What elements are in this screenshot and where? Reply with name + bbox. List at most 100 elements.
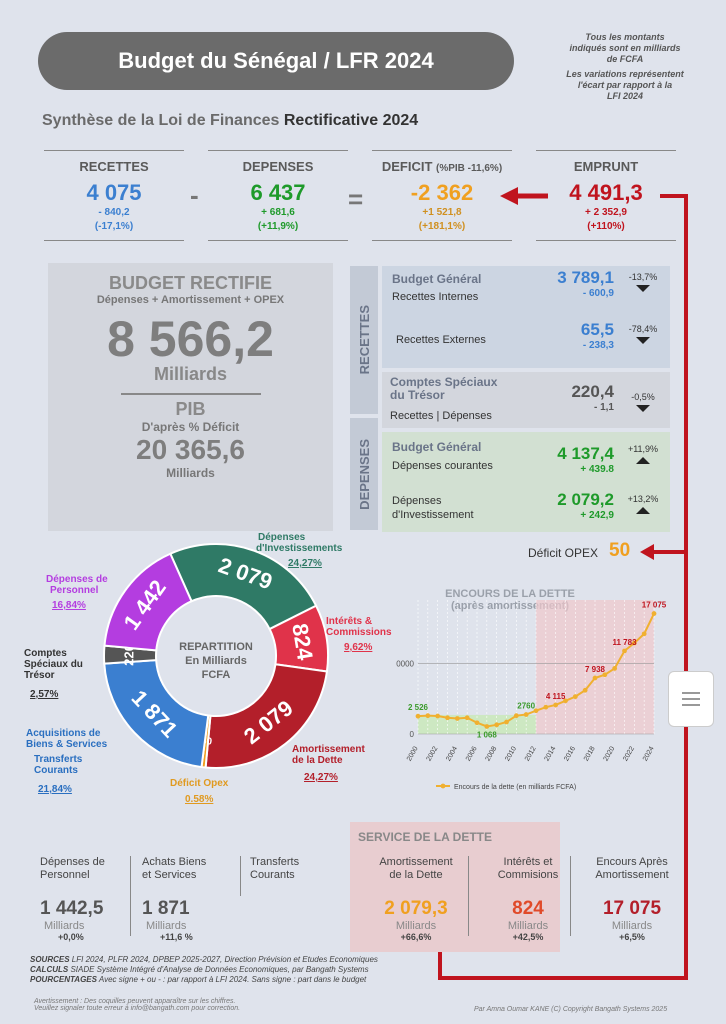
x-tick-label: 2024 bbox=[642, 745, 656, 762]
bottom-stat-title: Intérêts et Commisions bbox=[497, 856, 559, 881]
bottom-stat-title: Achats Biens et Services bbox=[142, 856, 207, 881]
x-tick-label: 2022 bbox=[622, 745, 636, 762]
debt-point bbox=[454, 716, 460, 721]
service-dette-title: SERVICE DE LA DETTE bbox=[357, 830, 493, 844]
debt-point bbox=[474, 720, 480, 726]
label-interets: Intérêts & Commissions 9,62% bbox=[326, 616, 392, 653]
bottom-stat-delta: +6,5% bbox=[619, 932, 645, 942]
bottom-stat-delta: +42,5% bbox=[512, 932, 544, 942]
bottom-stat-value: 2 079,3 bbox=[384, 898, 448, 919]
debt-point bbox=[641, 631, 647, 637]
bottom-stat-1: Achats Biens et Services 1 871 Milliards +… bbox=[142, 856, 246, 942]
bottom-stat-delta: +66,6% bbox=[400, 932, 432, 942]
floating-menu-button[interactable] bbox=[668, 671, 714, 727]
x-tick-label: 2006 bbox=[465, 745, 479, 762]
debt-point bbox=[572, 694, 578, 700]
debt-point bbox=[602, 672, 608, 678]
bottom-stat-title: Encours Après Amortissement bbox=[595, 856, 669, 881]
bottom-stat-value: 17 075 bbox=[602, 898, 662, 919]
debt-point bbox=[464, 715, 470, 721]
x-tick-label: 2016 bbox=[563, 745, 577, 762]
comptes-speciaux-tresor: Comptes Spéciaux du Trésor Recettes | Dép… bbox=[382, 372, 670, 428]
kpi-recettes: RECETTES 4 075 - 840,2 (-17,1%) bbox=[44, 150, 184, 241]
bottom-stat-4: Intérêts et Commisions 824 Milliards +42,5… bbox=[478, 856, 582, 942]
debt-line-chart: 0 10000 2000 2002 2004 2006 2008 2010 2012 2014 20… bbox=[396, 600, 666, 791]
copyright: Par Amna Oumar KANE (C) Copyright Bangat… bbox=[474, 1006, 668, 1013]
debt-point bbox=[435, 713, 441, 719]
bottom-stat-delta: +11,6 % bbox=[160, 932, 193, 942]
sources: SOURCES LFI 2024, PLFR 2024, DPBEP 2025-… bbox=[30, 955, 378, 984]
debt-point bbox=[612, 666, 618, 671]
tab-recettes: RECETTES bbox=[350, 266, 378, 414]
debt-point bbox=[543, 704, 549, 710]
kpi-depenses: DEPENSES 6 437 + 681,6 (+11,9%) bbox=[208, 150, 348, 241]
x-tick-label: 2002 bbox=[426, 745, 440, 762]
x-tick-label: 2008 bbox=[485, 745, 499, 762]
label-comptes-speciaux: Comptes Spéciaux du Trésor 2,57% bbox=[24, 648, 83, 700]
debt-point bbox=[484, 724, 490, 729]
data-label: 11 783 bbox=[612, 638, 637, 647]
debt-point bbox=[563, 698, 568, 704]
debt-point bbox=[553, 702, 559, 708]
bottom-stat-unit: Milliards bbox=[395, 920, 437, 932]
debt-point bbox=[631, 640, 637, 646]
data-label: 7 938 bbox=[585, 665, 606, 674]
bottom-stat-title: Dépenses de Personnel bbox=[40, 856, 105, 881]
donut-slice-6 bbox=[103, 552, 193, 652]
bottom-stat-unit: Milliards bbox=[146, 920, 187, 932]
debt-point bbox=[494, 722, 500, 728]
donut-slice-0 bbox=[169, 543, 318, 631]
tab-depenses: DEPENSES bbox=[350, 418, 378, 530]
label-acquisitions: Acquisitions de Biens & Services Transfer… bbox=[26, 728, 108, 795]
debt-point bbox=[622, 648, 627, 654]
disclaimer: Avertissement : Des coquilles peuvent ap… bbox=[34, 998, 241, 1012]
data-label: 2 526 bbox=[408, 703, 429, 712]
x-tick-label: 2018 bbox=[583, 745, 597, 762]
x-tick-label: 2010 bbox=[504, 745, 518, 762]
budget-value: 8 566,2 bbox=[107, 311, 274, 367]
pib-value: 20 365,6 bbox=[136, 434, 245, 465]
debt-point bbox=[415, 713, 421, 719]
opex-label: Déficit OPEX bbox=[528, 546, 599, 560]
debt-point bbox=[523, 712, 529, 717]
bottom-stat-value: 1 442,5 bbox=[40, 898, 104, 919]
y-tick-label: 0 bbox=[410, 730, 415, 739]
budget-rectifie-panel: BUDGET RECTIFIE Dépenses + Amortissement… bbox=[48, 263, 333, 531]
x-tick-label: 2000 bbox=[406, 745, 420, 762]
opex-value: 50 bbox=[609, 540, 631, 561]
page-title: Budget du Sénégal / LFR 2024 bbox=[38, 32, 514, 90]
x-tick-label: 2004 bbox=[445, 745, 459, 762]
recettes-budget-general: Budget Général Recettes Internes 3 789,1… bbox=[382, 266, 670, 368]
donut-slice-label-1: 824 bbox=[287, 622, 318, 663]
debt-point bbox=[592, 675, 598, 681]
bottom-stat-title: Transferts Courants bbox=[250, 856, 300, 881]
debt-point bbox=[651, 611, 657, 616]
label-investissements: Dépenses d'Investissements 24,27% bbox=[256, 532, 343, 569]
legend-marker bbox=[440, 783, 446, 789]
donut-center-label: REPARTITION En Milliards FCFA bbox=[179, 641, 253, 681]
x-tick-label: 2014 bbox=[544, 745, 558, 762]
bottom-stat-unit: Milliards bbox=[507, 920, 549, 932]
highlight-recent bbox=[536, 600, 654, 734]
debt-point bbox=[513, 713, 519, 719]
debt-point bbox=[533, 708, 539, 714]
x-tick-label: 2020 bbox=[603, 745, 617, 762]
bottom-stat-0: Dépenses de Personnel 1 442,5 Milliards +0… bbox=[40, 856, 144, 942]
donut-slice-label-5: 220 bbox=[121, 644, 136, 666]
kpi-deficit: DEFICIT (%PIB -11,6%) -2 362 +1 521,8 (+… bbox=[372, 150, 512, 241]
donut-slice-2 bbox=[204, 663, 329, 769]
bottom-stat-3: Amortissement de la Dette 2 079,3 Milliard… bbox=[366, 856, 470, 942]
subtitle: Synthèse de la Loi de Finances Rectifica… bbox=[42, 112, 419, 129]
data-label: 17 075 bbox=[642, 601, 666, 610]
bottom-stat-delta: +0,0% bbox=[58, 932, 84, 942]
bottom-stat-2: Transferts Courants bbox=[250, 856, 354, 882]
data-label: 2760 bbox=[517, 702, 535, 711]
bottom-stat-title: Amortissement de la Dette bbox=[379, 856, 453, 881]
y-tick-label: 10000 bbox=[396, 659, 415, 668]
service-dette-panel bbox=[350, 822, 560, 952]
data-label: 1 068 bbox=[477, 730, 498, 739]
equals-sign: = bbox=[348, 184, 364, 214]
donut-slice-4 bbox=[103, 659, 210, 769]
kpi-emprunt: EMPRUNT 4 491,3 + 2 352,9 (+110%) bbox=[536, 150, 676, 241]
